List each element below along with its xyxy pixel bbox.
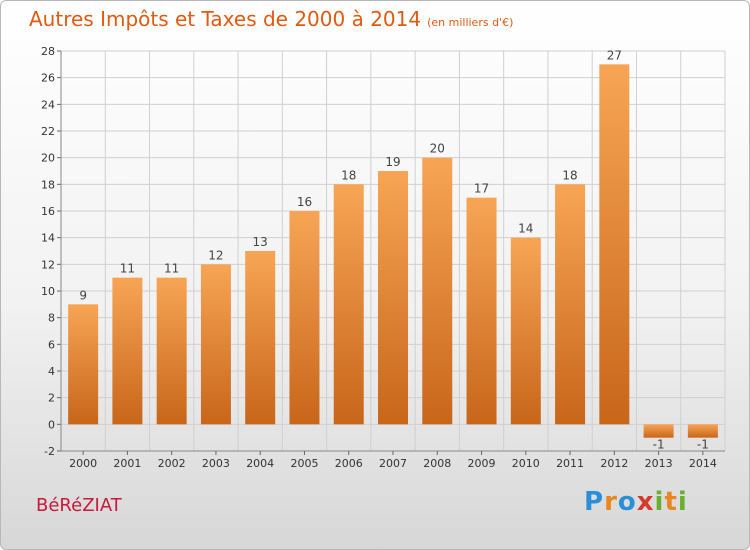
y-tick-label: 22 bbox=[41, 125, 55, 138]
y-tick-label: 10 bbox=[41, 285, 55, 298]
x-tick-label: 2011 bbox=[556, 457, 584, 470]
bars bbox=[68, 64, 718, 438]
y-tick-label: 26 bbox=[41, 72, 55, 85]
x-tick-label: 2002 bbox=[158, 457, 186, 470]
chart-subtitle: (en milliers d'€) bbox=[427, 16, 514, 29]
bar-2008 bbox=[422, 157, 453, 425]
bar-2010 bbox=[510, 237, 541, 425]
y-tick-label: 6 bbox=[48, 338, 55, 351]
data-label: 17 bbox=[474, 182, 489, 196]
x-tick-label: 2013 bbox=[645, 457, 673, 470]
logo-letter: i bbox=[677, 487, 688, 517]
x-tick-label: 2008 bbox=[423, 457, 451, 470]
logo-letter: t bbox=[664, 487, 678, 517]
data-label: 11 bbox=[120, 262, 135, 276]
bar-2014 bbox=[687, 424, 718, 438]
y-tick-label: 12 bbox=[41, 258, 55, 271]
bar-2005 bbox=[289, 211, 320, 425]
logo-letter: r bbox=[604, 487, 618, 517]
y-tick-label: 16 bbox=[41, 205, 55, 218]
bar-2000 bbox=[68, 304, 99, 425]
x-tick-label: 2014 bbox=[689, 457, 717, 470]
data-labels: 9 11 11 12 13 16 18 19 20 17 14 18 27 -1 -1 bbox=[79, 48, 709, 451]
bar-2009 bbox=[466, 197, 497, 425]
proxiti-logo: Proxiti bbox=[584, 487, 688, 517]
bar-2011 bbox=[555, 184, 586, 425]
x-tick-label: 2007 bbox=[379, 457, 407, 470]
x-tick-label: 2001 bbox=[113, 457, 141, 470]
data-label: 18 bbox=[562, 168, 577, 182]
y-tick-label: 14 bbox=[41, 232, 55, 245]
y-tick-label: 20 bbox=[41, 152, 55, 165]
y-tick-label: 8 bbox=[48, 312, 55, 325]
data-label: 13 bbox=[253, 235, 268, 249]
data-label: 14 bbox=[518, 222, 533, 236]
y-tick-label: 0 bbox=[48, 418, 55, 431]
bar-2007 bbox=[378, 171, 408, 425]
data-label: 16 bbox=[297, 195, 312, 209]
logo-letter: i bbox=[654, 487, 665, 517]
x-tick-label: 2004 bbox=[246, 457, 274, 470]
data-label: 9 bbox=[79, 288, 87, 302]
logo-letter: o bbox=[617, 487, 637, 517]
y-tick-label: 18 bbox=[41, 178, 55, 191]
x-tick-label: 2006 bbox=[335, 457, 363, 470]
bar-2013 bbox=[643, 424, 674, 438]
data-label: 11 bbox=[164, 262, 179, 276]
data-label: 12 bbox=[208, 248, 223, 262]
y-tick-label: 4 bbox=[48, 365, 55, 378]
data-label: -1 bbox=[653, 438, 665, 452]
x-tick-label: 2010 bbox=[512, 457, 540, 470]
logo-letter: x bbox=[636, 487, 655, 517]
x-tick-label: 2009 bbox=[468, 457, 496, 470]
data-label: 19 bbox=[385, 155, 400, 169]
data-label: -1 bbox=[697, 438, 709, 452]
bar-2004 bbox=[245, 251, 276, 425]
commune-name: BéRéZIAT bbox=[36, 495, 122, 516]
x-tick-label: 2005 bbox=[290, 457, 318, 470]
data-label: 27 bbox=[607, 48, 622, 62]
bar-2001 bbox=[112, 277, 143, 425]
y-tick-label: 24 bbox=[41, 98, 55, 111]
title-text: Autres Impôts et Taxes de 2000 à 2014 bbox=[29, 7, 422, 31]
x-tick-label: 2000 bbox=[69, 457, 97, 470]
y-tick-label: 2 bbox=[48, 392, 55, 405]
y-tick-label: -2 bbox=[44, 445, 55, 458]
bar-2006 bbox=[333, 184, 364, 425]
data-label: 20 bbox=[430, 142, 445, 156]
x-tick-label: 2003 bbox=[202, 457, 230, 470]
bar-2003 bbox=[200, 264, 231, 425]
y-tick-label: 28 bbox=[41, 45, 55, 58]
bar-2002 bbox=[156, 277, 187, 425]
bar-2012 bbox=[599, 64, 630, 425]
data-label: 18 bbox=[341, 168, 356, 182]
chart-title: Autres Impôts et Taxes de 2000 à 2014 (en… bbox=[29, 7, 513, 31]
logo-letter: P bbox=[584, 487, 605, 517]
x-tick-label: 2012 bbox=[600, 457, 628, 470]
